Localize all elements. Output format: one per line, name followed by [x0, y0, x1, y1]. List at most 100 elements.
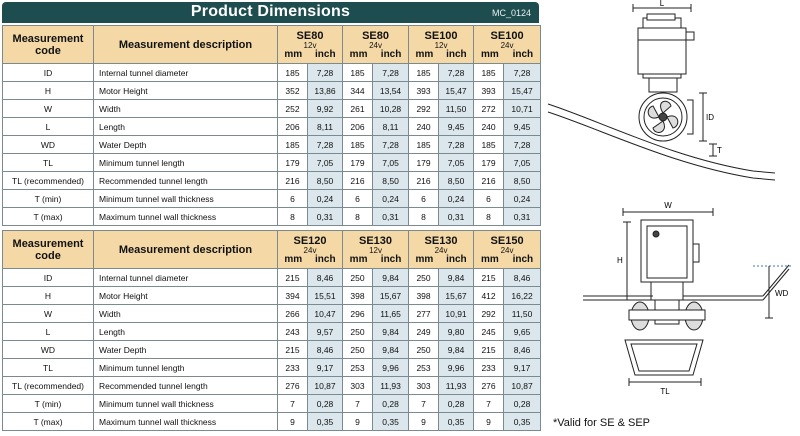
value-mm: 344 — [342, 81, 374, 100]
table-row: W Width 266 10,47 296 11,65 277 10,91 292 11,50 — [2, 304, 542, 323]
unit-inch: inch — [446, 48, 467, 60]
value-inch: 15,67 — [438, 286, 475, 305]
table-row: TL (recommended) Recommended tunnel lengt… — [2, 376, 542, 395]
model-voltage: 12v — [434, 40, 448, 50]
value-inch: 8,46 — [306, 340, 344, 359]
value-mm: 8 — [473, 207, 505, 226]
value-mm: 272 — [473, 99, 505, 118]
measurement-description: Maximum tunnel wall thickness — [93, 207, 278, 226]
unit-mm: mm — [415, 253, 434, 265]
value-mm: 276 — [277, 376, 308, 395]
measurement-code: H — [2, 81, 94, 100]
measurement-description: Minimum tunnel wall thickness — [93, 189, 278, 208]
value-inch: 11,93 — [438, 376, 475, 395]
measurement-code: W — [2, 304, 94, 323]
value-mm: 8 — [342, 207, 374, 226]
model-header: SE100 12v mm inch — [408, 25, 475, 64]
label-T: T — [717, 146, 722, 155]
value-inch: 8,50 — [372, 171, 410, 190]
value-mm: 9 — [408, 412, 440, 431]
measurement-description: Internal tunnel diameter — [93, 268, 278, 287]
value-mm: 185 — [277, 135, 308, 154]
value-inch: 10,71 — [503, 99, 542, 118]
value-mm: 179 — [342, 153, 374, 172]
value-mm: 252 — [277, 99, 308, 118]
table-row: T (max) Maximum tunnel wall thickness 8 0,3… — [2, 207, 542, 226]
value-inch: 7,28 — [438, 135, 475, 154]
unit-inch: inch — [512, 253, 534, 265]
value-mm: 6 — [277, 189, 308, 208]
value-mm: 9 — [342, 412, 374, 431]
value-inch: 8,50 — [438, 171, 475, 190]
value-mm: 179 — [277, 153, 308, 172]
value-mm: 6 — [408, 189, 440, 208]
value-mm: 216 — [342, 171, 374, 190]
unit-inch: inch — [380, 48, 402, 60]
unit-mm: mm — [284, 48, 303, 60]
model-name: SE120 — [293, 234, 327, 247]
header-measurement-code: Measurement code — [2, 25, 94, 64]
model-name: SE130 — [424, 234, 458, 247]
value-inch: 7,05 — [438, 153, 475, 172]
model-name: SE100 — [490, 29, 524, 42]
label-TL: TL — [660, 387, 670, 396]
unit-mm: mm — [349, 48, 368, 60]
value-inch: 7,28 — [372, 135, 410, 154]
value-mm: 292 — [473, 304, 505, 323]
value-mm: 393 — [408, 81, 440, 100]
model-name: SE150 — [490, 234, 524, 247]
value-inch: 9,45 — [503, 117, 542, 136]
value-inch: 9,57 — [306, 322, 344, 341]
unit-inch: inch — [446, 253, 467, 265]
value-mm: 292 — [408, 99, 440, 118]
table-row: WD Water Depth 185 7,28 185 7,28 185 7,28 185 7,2… — [2, 135, 542, 154]
value-inch: 0,35 — [306, 412, 344, 431]
unit-inch: inch — [315, 253, 336, 265]
value-mm: 398 — [408, 286, 440, 305]
unit-inch: inch — [512, 48, 534, 60]
table-row: T (min) Minimum tunnel wall thickness 6 0,2… — [2, 189, 542, 208]
value-inch: 15,47 — [503, 81, 542, 100]
table-row: ID Internal tunnel diameter 185 7,28 185 7,28… — [2, 63, 542, 82]
value-mm: 185 — [277, 63, 308, 82]
value-inch: 9,96 — [438, 358, 475, 377]
value-mm: 215 — [277, 340, 308, 359]
value-inch: 7,28 — [503, 135, 542, 154]
value-mm: 216 — [408, 171, 440, 190]
table-row: L Length 206 8,11 206 8,11 240 9,45 240 9,45 — [2, 117, 542, 136]
measurement-description: Water Depth — [93, 340, 278, 359]
value-inch: 0,35 — [503, 412, 542, 431]
value-mm: 276 — [473, 376, 505, 395]
table-row: H Motor Height 352 13,86 344 13,54 393 15,47 393… — [2, 81, 542, 100]
value-inch: 7,05 — [503, 153, 542, 172]
unit-mm: mm — [284, 253, 303, 265]
value-inch: 7,28 — [503, 63, 542, 82]
value-inch: 9,84 — [372, 340, 410, 359]
value-inch: 0,35 — [372, 412, 410, 431]
value-inch: 7,28 — [306, 63, 344, 82]
value-inch: 9,84 — [438, 340, 475, 359]
value-inch: 10,28 — [372, 99, 410, 118]
page-title: Product Dimensions — [190, 3, 351, 20]
value-mm: 185 — [342, 63, 374, 82]
value-inch: 9,65 — [503, 322, 542, 341]
value-mm: 398 — [342, 286, 374, 305]
measurement-code: L — [2, 322, 94, 341]
model-voltage: 12v — [303, 40, 317, 50]
model-header: SE150 24v mm inch — [473, 230, 542, 269]
measurement-code: T (min) — [2, 394, 94, 413]
measurement-code: ID — [2, 268, 94, 287]
value-mm: 394 — [277, 286, 308, 305]
value-inch: 15,51 — [306, 286, 344, 305]
value-inch: 9,17 — [503, 358, 542, 377]
measurement-description: Internal tunnel diameter — [93, 63, 278, 82]
value-inch: 11,93 — [372, 376, 410, 395]
value-inch: 0,24 — [503, 189, 542, 208]
label-W: W — [664, 201, 672, 210]
thruster-side-view-diagram: L ID T — [547, 0, 776, 181]
model-voltage: 24v — [500, 40, 514, 50]
value-inch: 9,84 — [438, 268, 475, 287]
value-mm: 240 — [473, 117, 505, 136]
table-row: TL (recommended) Recommended tunnel lengt… — [2, 171, 542, 190]
value-inch: 15,47 — [438, 81, 475, 100]
